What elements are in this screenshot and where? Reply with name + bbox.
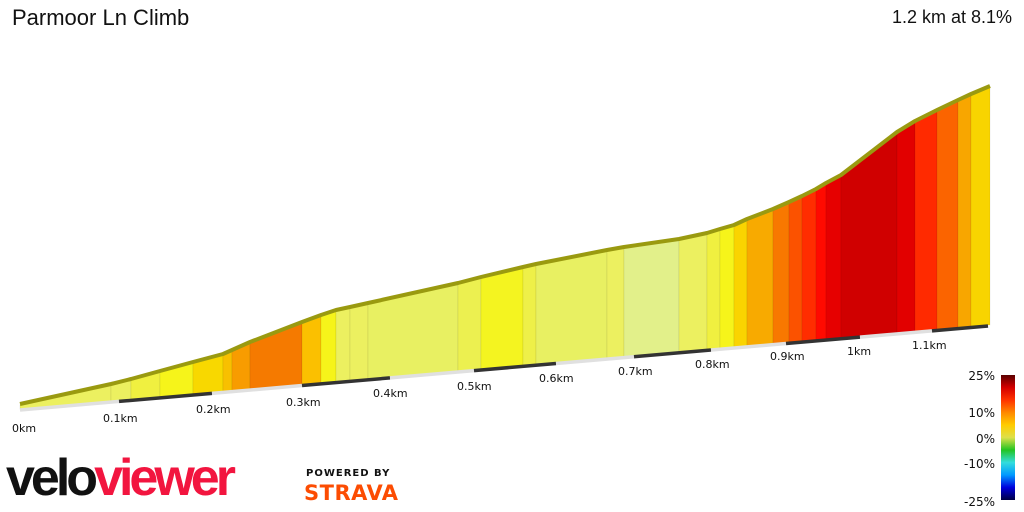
distance-axis-stripe	[301, 376, 391, 388]
gradient-segment	[222, 350, 233, 392]
tick-label: 0.4km	[373, 387, 408, 400]
tick-label: 0.6km	[539, 372, 574, 385]
tick-label: 0.2km	[196, 403, 231, 416]
legend-label: 0%	[976, 432, 995, 446]
gradient-segment	[535, 250, 608, 365]
distance-axis-stripe	[859, 329, 933, 339]
powered-by-label: POWERED BY	[306, 468, 391, 479]
gradient-segments	[19, 86, 991, 410]
gradient-segment	[678, 233, 708, 353]
gradient-segment	[349, 303, 369, 381]
tick-label: 0.5km	[457, 380, 492, 393]
tick-label: 0.3km	[286, 396, 321, 409]
distance-axis	[19, 324, 989, 412]
gradient-segment	[320, 310, 337, 384]
gradient-segment	[957, 94, 972, 329]
gradient-segment	[457, 277, 482, 372]
gradient-segment	[970, 86, 991, 327]
distance-axis-stripe	[785, 335, 861, 346]
distance-tick-labels: 0km 0.1km 0.2km 0.3km 0.4km 0.5km 0.6km …	[12, 339, 947, 435]
gradient-segment	[480, 267, 524, 370]
tick-label: 1km	[847, 345, 871, 358]
gradient-segment	[522, 264, 537, 366]
distance-axis-stripe	[473, 361, 557, 373]
veloviewer-logo[interactable]: veloviewer	[6, 449, 236, 507]
legend-label: -10%	[964, 457, 995, 471]
climb-title: Parmoor Ln Climb	[12, 5, 190, 30]
gradient-segment	[606, 247, 625, 359]
distance-axis-stripe	[389, 368, 475, 380]
tick-label: 0km	[12, 422, 36, 435]
strava-logo[interactable]: STRAVA	[304, 481, 399, 505]
logo-viewer-text: viewer	[94, 449, 236, 507]
profile-ridge-line	[19, 84, 991, 406]
distance-axis-stripe	[555, 354, 635, 366]
tick-label: 0.1km	[103, 412, 138, 425]
gradient-legend: 25% 10% 0% -10% -25%	[964, 369, 1015, 509]
tick-label: 1.1km	[912, 339, 947, 352]
gradient-segment	[825, 175, 842, 340]
distance-axis-stripe	[710, 341, 787, 352]
gradient-segment	[914, 110, 938, 332]
tick-label: 0.7km	[618, 365, 653, 378]
distance-axis-stripe	[19, 399, 120, 412]
legend-label: -25%	[964, 495, 995, 509]
gradient-segment	[335, 307, 351, 383]
gradient-segment	[733, 219, 748, 348]
legend-color-bar	[1001, 375, 1015, 500]
gradient-segment	[896, 121, 916, 334]
tick-label: 0.9km	[770, 350, 805, 363]
gradient-segment	[301, 315, 322, 385]
climb-summary: 1.2 km at 8.1%	[891, 7, 1012, 27]
distance-axis-stripe	[633, 348, 712, 359]
distance-axis-stripe	[931, 324, 989, 333]
legend-label: 25%	[968, 369, 995, 383]
gradient-segment	[788, 196, 803, 343]
gradient-segment	[706, 229, 721, 350]
distance-axis-stripe	[118, 391, 213, 404]
gradient-segment	[772, 202, 790, 345]
gradient-segment	[623, 239, 680, 358]
gradient-segment	[936, 100, 959, 330]
legend-label: 10%	[968, 406, 995, 420]
logo-velo-text: velo	[6, 449, 98, 507]
gradient-segment	[815, 183, 827, 341]
gradient-segment	[746, 209, 774, 347]
tick-label: 0.8km	[695, 358, 730, 371]
distance-axis-stripe	[211, 383, 303, 396]
gradient-segment	[801, 189, 817, 342]
gradient-segment	[719, 225, 735, 349]
gradient-segment	[840, 132, 898, 339]
